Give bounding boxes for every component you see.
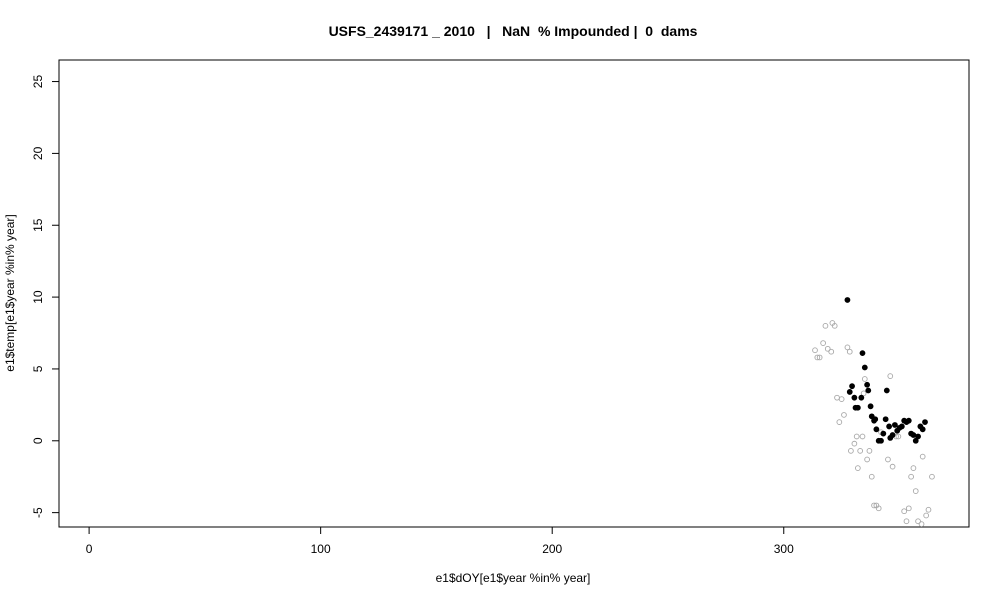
data-point-open bbox=[853, 433, 860, 440]
data-point-open bbox=[841, 412, 847, 418]
x-tick-label: 300 bbox=[774, 542, 794, 556]
data-point-filled bbox=[872, 416, 879, 423]
data-point-open bbox=[814, 354, 821, 361]
data-point-filled bbox=[882, 416, 889, 423]
data-point-open bbox=[901, 508, 908, 515]
data-point-filled bbox=[878, 437, 884, 444]
data-point-open bbox=[895, 433, 902, 440]
data-point-open bbox=[864, 456, 870, 463]
data-point-open bbox=[848, 447, 854, 454]
data-point-open bbox=[836, 419, 843, 425]
data-point-open bbox=[885, 456, 891, 463]
data-point-open bbox=[919, 453, 926, 460]
data-point-filled bbox=[865, 387, 872, 394]
data-point-open bbox=[859, 433, 866, 440]
data-point-filled bbox=[886, 423, 893, 430]
data-point-filled bbox=[889, 432, 896, 438]
data-point-open bbox=[861, 376, 868, 382]
y-tick-label: 25 bbox=[31, 75, 45, 89]
data-point-open bbox=[812, 347, 818, 354]
data-point-filled bbox=[858, 394, 865, 401]
y-tick-label: 5 bbox=[31, 365, 45, 372]
x-axis: 0 100 200 300 bbox=[86, 526, 794, 556]
data-point-open bbox=[824, 345, 831, 352]
data-point-open bbox=[828, 348, 835, 355]
data-point-filled bbox=[846, 389, 853, 395]
data-point-open bbox=[889, 463, 896, 470]
data-point-open bbox=[855, 465, 861, 471]
data-point-open bbox=[846, 348, 853, 355]
data-point-open bbox=[910, 465, 917, 471]
data-point-filled bbox=[844, 297, 851, 303]
data-point-open bbox=[929, 473, 935, 480]
data-point-open bbox=[923, 512, 930, 519]
data-point-filled bbox=[859, 350, 866, 357]
y-tick-label: -5 bbox=[31, 507, 45, 518]
data-point-filled bbox=[912, 437, 919, 444]
data-point-open bbox=[838, 396, 845, 402]
y-axis: -5 0 5 10 15 20 25 bbox=[31, 75, 60, 518]
data-point-open bbox=[851, 440, 858, 447]
data-point-open bbox=[816, 354, 823, 361]
data-point-open bbox=[820, 340, 826, 346]
x-axis-label: e1$dOY[e1$year %in% year] bbox=[436, 571, 591, 585]
data-point-filled bbox=[864, 381, 871, 388]
data-point-filled bbox=[883, 387, 890, 394]
data-point-open bbox=[925, 506, 932, 513]
data-point-open bbox=[822, 322, 829, 329]
data-point-open bbox=[915, 518, 921, 525]
y-axis-label: e1$temp[e1$year %in% year] bbox=[3, 214, 17, 371]
data-point-open bbox=[860, 390, 867, 397]
x-tick-label: 100 bbox=[311, 542, 331, 556]
data-point-open bbox=[866, 447, 873, 454]
data-point-open bbox=[887, 373, 894, 379]
data-point-open bbox=[834, 394, 840, 401]
data-point-filled bbox=[861, 364, 868, 371]
data-point-filled bbox=[922, 419, 928, 426]
data-point-open bbox=[908, 473, 914, 480]
plot-frame bbox=[58, 59, 970, 528]
data-point-open bbox=[903, 518, 910, 525]
data-point-filled bbox=[873, 426, 880, 433]
data-point-filled bbox=[851, 394, 858, 401]
data-point-open bbox=[857, 447, 864, 454]
data-points bbox=[812, 297, 935, 527]
data-point-filled bbox=[898, 423, 905, 430]
data-point-filled bbox=[915, 433, 921, 440]
data-point-open bbox=[844, 344, 851, 351]
data-point-open bbox=[905, 505, 912, 512]
data-point-open bbox=[831, 322, 838, 329]
data-point-filled bbox=[849, 383, 855, 390]
y-tick-label: 10 bbox=[31, 290, 45, 304]
data-point-open bbox=[875, 505, 882, 512]
data-point-filled bbox=[854, 404, 861, 411]
y-tick-label: 0 bbox=[31, 437, 45, 444]
y-tick-label: 20 bbox=[31, 146, 45, 160]
data-point-filled bbox=[880, 430, 887, 437]
data-point-open bbox=[868, 473, 875, 480]
data-point-open bbox=[871, 502, 877, 509]
data-point-filled bbox=[919, 426, 926, 433]
x-tick-label: 0 bbox=[86, 542, 93, 556]
data-point-filled bbox=[892, 422, 898, 428]
chart-title: USFS_2439171 _ 2010 | NaN % Impounded | … bbox=[329, 23, 698, 39]
data-point-open bbox=[912, 488, 919, 494]
data-point-filled bbox=[905, 417, 912, 424]
y-tick-label: 15 bbox=[31, 218, 45, 232]
x-tick-label: 200 bbox=[542, 542, 562, 556]
data-point-filled bbox=[867, 403, 874, 410]
data-point-open bbox=[918, 521, 925, 527]
